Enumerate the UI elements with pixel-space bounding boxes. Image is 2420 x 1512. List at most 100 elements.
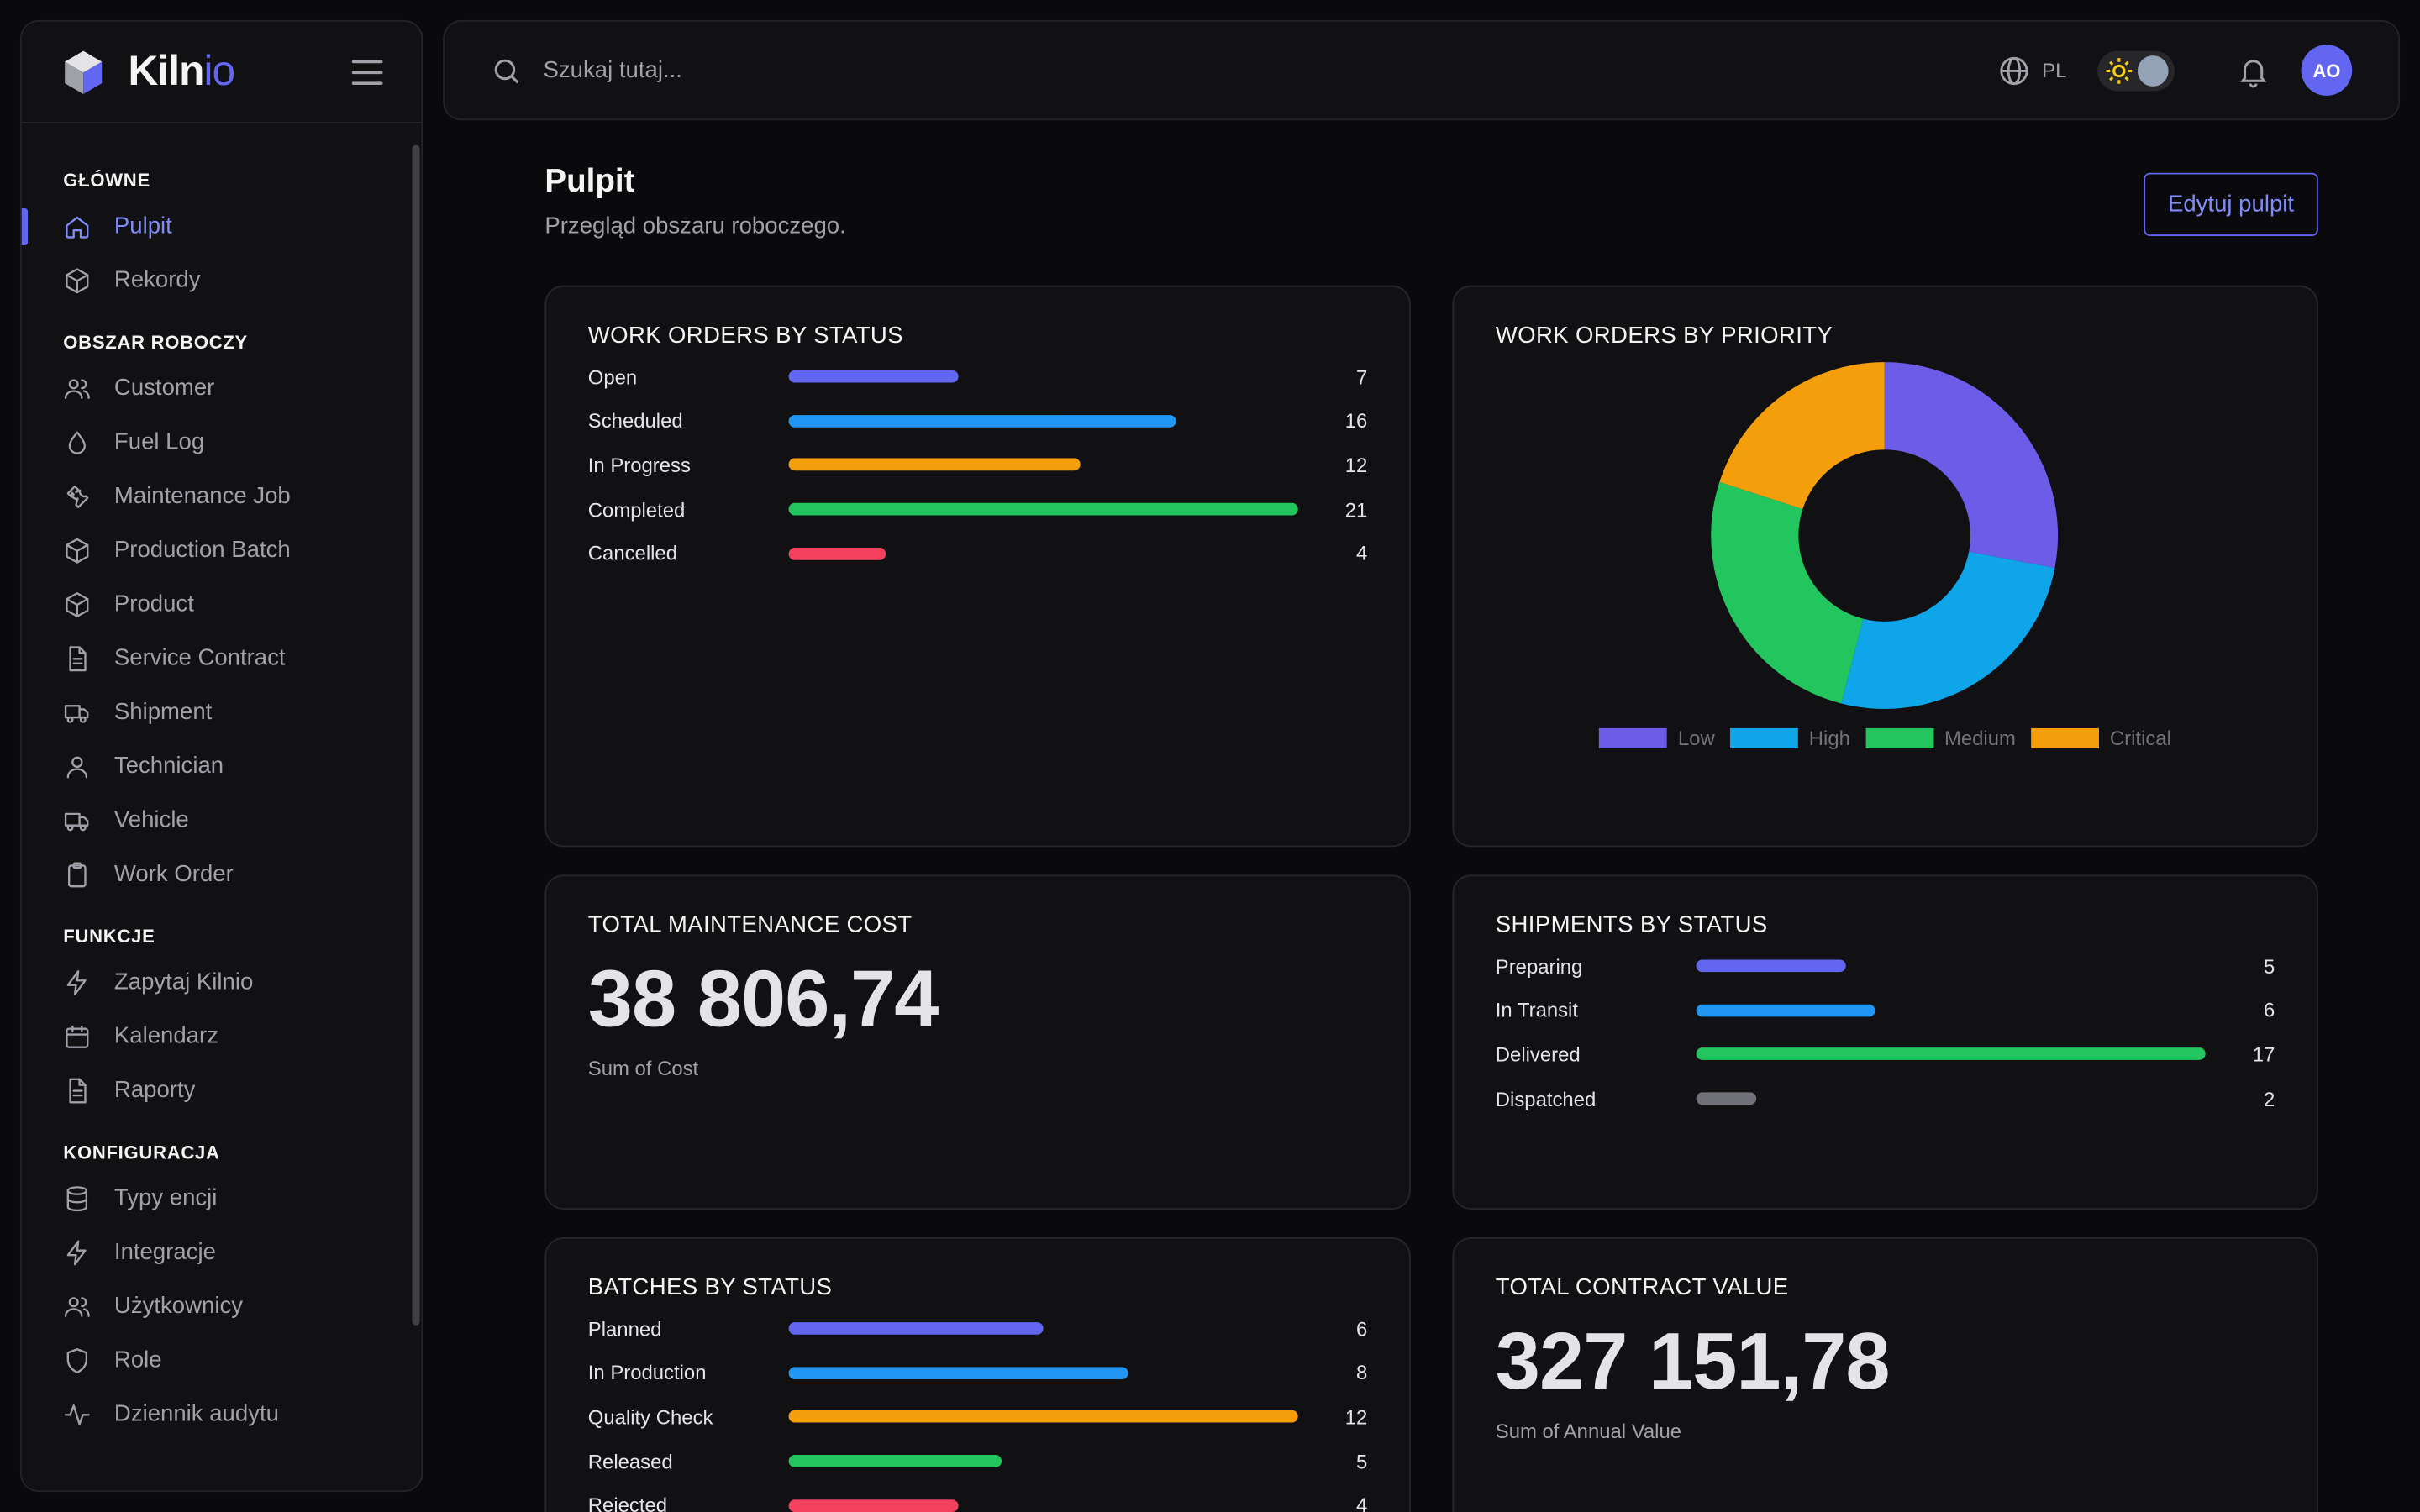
sidebar-item-technician[interactable]: Technician — [22, 739, 422, 793]
sidebar-item-label: Pulpit — [113, 213, 172, 239]
bar-label: In Production — [587, 1361, 707, 1385]
legend-item-low[interactable]: Low — [1599, 727, 1715, 750]
bar-fill — [788, 370, 959, 384]
kpi-caption: Sum of Annual Value — [1495, 1419, 1682, 1443]
sidebar-item-maintenance-job[interactable]: Maintenance Job — [22, 469, 422, 522]
legend-item-critical[interactable]: Critical — [2031, 727, 2171, 750]
sidebar-item-fuel-log[interactable]: Fuel Log — [22, 415, 422, 469]
legend-swatch — [1865, 727, 1934, 748]
bar-list: Open 7 Scheduled 16 In Progress 12 Complete… — [588, 354, 1368, 575]
sidebar-item-vehicle[interactable]: Vehicle — [22, 793, 422, 847]
app-logo-text[interactable]: Kilnio — [128, 47, 235, 95]
sidebar-item-work-order[interactable]: Work Order — [22, 847, 422, 900]
bar-value: 12 — [1344, 453, 1368, 477]
sidebar-item-rekordy[interactable]: Rekordy — [22, 253, 422, 307]
sidebar-item-label: Zapytaj Kilnio — [113, 969, 254, 995]
shield-icon — [66, 1347, 88, 1373]
sidebar-item-pulpit[interactable]: Pulpit — [21, 199, 422, 253]
sidebar-scrollbar[interactable] — [412, 144, 420, 1326]
search-input[interactable] — [543, 56, 1315, 84]
card-work-orders-by-status: WORK ORDERS BY STATUS Open 7 Scheduled 16… — [544, 285, 1411, 848]
bar-fill — [788, 459, 1080, 472]
sidebar-item-label: Production Batch — [113, 537, 291, 564]
page-title: Pulpit — [544, 163, 635, 199]
legend-item-high[interactable]: High — [1730, 727, 1850, 750]
bar-fill — [1696, 1092, 1756, 1105]
bolt-icon — [66, 969, 87, 995]
sidebar: Kilnio GŁÓWNE Pulpit Rekordy OBSZAR ROBOCZY… — [19, 19, 424, 1493]
sidebar-item-production-batch[interactable]: Production Batch — [22, 523, 422, 577]
bar-track — [1696, 1048, 2206, 1061]
sidebar-item-zapytaj-kilnio[interactable]: Zapytaj Kilnio — [22, 955, 422, 1009]
bar-row: Planned 6 — [588, 1307, 1368, 1352]
sidebar-item-label: Shipment — [113, 699, 213, 726]
sidebar-item-label: Użytkownicy — [113, 1293, 244, 1320]
bar-track — [1696, 1092, 2206, 1105]
bar-label: Dispatched — [1495, 1087, 1597, 1110]
bar-fill — [788, 1455, 1002, 1467]
sidebar-item-typy-encji[interactable]: Typy encji — [22, 1171, 422, 1225]
card-title: TOTAL CONTRACT VALUE — [1495, 1274, 1789, 1301]
sidebar-item-dziennik-audytu[interactable]: Dziennik audytu — [22, 1387, 422, 1441]
donut-slice-high[interactable] — [1841, 551, 2055, 709]
sidebar-item-customer[interactable]: Customer — [22, 361, 422, 415]
sidebar-item-integracje[interactable]: Integracje — [22, 1225, 422, 1278]
bar-row: Quality Check 12 — [588, 1395, 1368, 1440]
bar-track — [788, 1455, 1298, 1467]
donut-slice-low[interactable] — [1884, 362, 2059, 569]
sidebar-item-raporty[interactable]: Raporty — [22, 1063, 422, 1117]
sidebar-item-kalendarz[interactable]: Kalendarz — [22, 1009, 422, 1063]
activity-icon — [64, 1404, 90, 1425]
theme-toggle[interactable] — [2097, 50, 2175, 91]
card-title: WORK ORDERS BY PRIORITY — [1495, 322, 1833, 349]
bar-value: 21 — [1344, 497, 1368, 522]
bar-value: 4 — [1356, 1494, 1368, 1512]
sidebar-section-label: KONFIGURACJA — [63, 1142, 220, 1163]
bar-track — [788, 414, 1298, 428]
sidebar-item-shipment[interactable]: Shipment — [22, 685, 422, 739]
legend-label: High — [1808, 727, 1850, 750]
legend-label: Critical — [2109, 727, 2171, 750]
bar-value: 2 — [2264, 1087, 2275, 1110]
sidebar-item-label: Fuel Log — [113, 428, 205, 455]
donut-slice-critical[interactable] — [1719, 362, 1885, 509]
bar-row: Preparing 5 — [1496, 944, 2275, 989]
logo-icon — [65, 50, 103, 94]
topbar: PL AO — [443, 19, 2401, 121]
sidebar-header: Kilnio — [21, 22, 422, 123]
card-work-orders-by-priority: WORK ORDERS BY PRIORITY Low High Medium Cri… — [1452, 285, 2318, 848]
sidebar-item-service-contract[interactable]: Service Contract — [22, 631, 422, 685]
card-total-maintenance-cost: TOTAL MAINTENANCE COST 38 806,74 Sum of … — [544, 874, 1411, 1210]
sidebar-section-label: FUNKCJE — [63, 926, 155, 948]
chart-legend: Low High Medium Critical — [1454, 727, 2317, 750]
droplet-icon — [68, 430, 86, 454]
sidebar-item-label: Integracje — [113, 1238, 216, 1266]
bar-track — [788, 1322, 1298, 1336]
bar-row: In Production 8 — [588, 1351, 1368, 1395]
language-selector[interactable]: PL — [1997, 53, 2066, 87]
sidebar-item-label: Role — [113, 1347, 162, 1373]
sidebar-item-label: Vehicle — [113, 806, 189, 833]
bar-label: Preparing — [1495, 954, 1583, 979]
sidebar-item-użytkownicy[interactable]: Użytkownicy — [22, 1279, 422, 1333]
donut-slice-medium[interactable] — [1711, 481, 1864, 704]
sidebar-item-role[interactable]: Role — [22, 1333, 422, 1387]
notifications-bell-icon[interactable] — [2236, 53, 2270, 87]
bar-value: 7 — [1356, 365, 1368, 389]
user-avatar[interactable]: AO — [2301, 45, 2353, 96]
bar-label: In Transit — [1495, 999, 1579, 1022]
sidebar-item-label: Work Order — [113, 860, 234, 888]
menu-toggle-button[interactable] — [351, 59, 383, 85]
legend-swatch — [2031, 727, 2100, 748]
edit-dashboard-button[interactable]: Edytuj pulpit — [2144, 172, 2318, 237]
donut-chart — [1711, 362, 2059, 709]
bar-fill — [788, 1367, 1128, 1379]
legend-item-medium[interactable]: Medium — [1865, 727, 2016, 750]
bar-label: Released — [587, 1449, 673, 1473]
bar-label: Planned — [587, 1317, 662, 1341]
sidebar-item-product[interactable]: Product — [22, 577, 422, 631]
bar-list: Preparing 5 In Transit 6 Delivered 17 Dispa… — [1496, 944, 2275, 1121]
page-subtitle: Przegląd obszaru roboczego. — [544, 213, 846, 239]
kpi-caption: Sum of Cost — [587, 1057, 699, 1080]
bar-label: Open — [587, 365, 638, 389]
